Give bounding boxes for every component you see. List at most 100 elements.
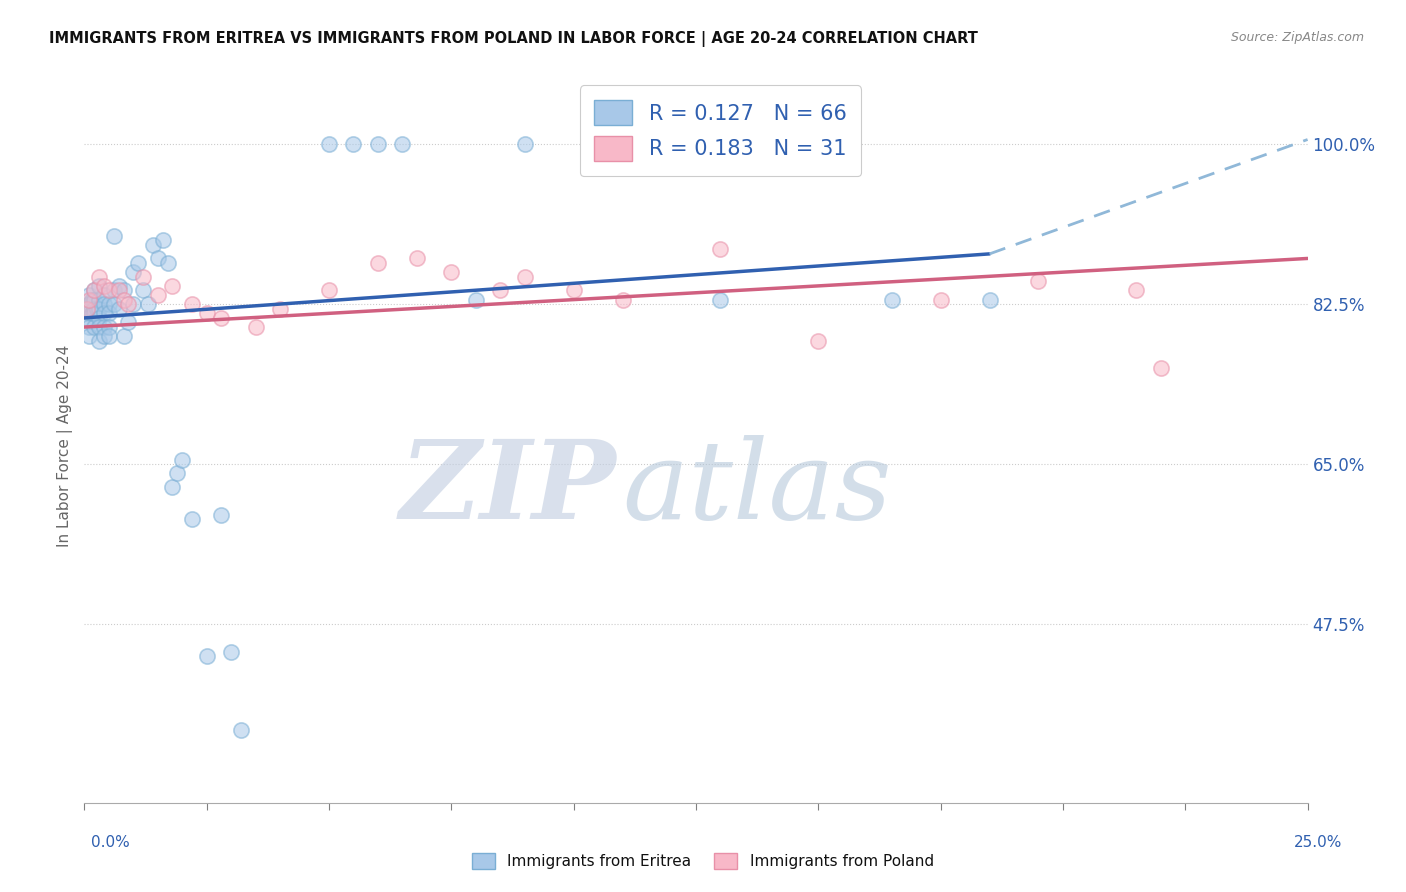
Point	[979, 293, 1001, 307]
Point	[103, 284, 125, 298]
Point	[132, 284, 155, 298]
Y-axis label: In Labor Force | Age 20-24: In Labor Force | Age 20-24	[58, 345, 73, 547]
Point	[83, 320, 105, 334]
Point	[107, 301, 129, 316]
Text: IMMIGRANTS FROM ERITREA VS IMMIGRANTS FROM POLAND IN LABOR FORCE | AGE 20-24 COR: IMMIGRANTS FROM ERITREA VS IMMIGRANTS FR…	[49, 31, 979, 47]
Point	[709, 293, 731, 307]
Point	[162, 279, 184, 293]
Point	[107, 279, 129, 293]
Point	[406, 252, 429, 266]
Point	[112, 284, 135, 298]
Legend: R = 0.127   N = 66, R = 0.183   N = 31: R = 0.127 N = 66, R = 0.183 N = 31	[579, 86, 860, 176]
Point	[195, 649, 218, 664]
Point	[146, 288, 169, 302]
Point	[612, 137, 634, 152]
Point	[136, 297, 159, 311]
Point	[209, 508, 232, 522]
Point	[112, 293, 135, 307]
Point	[77, 306, 100, 320]
Point	[93, 329, 115, 343]
Point	[489, 284, 512, 298]
Point	[93, 288, 115, 302]
Text: atlas: atlas	[623, 435, 893, 542]
Point	[132, 269, 155, 284]
Point	[156, 256, 179, 270]
Point	[76, 310, 98, 325]
Text: 25.0%: 25.0%	[1295, 836, 1343, 850]
Point	[97, 329, 120, 343]
Point	[162, 480, 184, 494]
Text: Source: ZipAtlas.com: Source: ZipAtlas.com	[1230, 31, 1364, 45]
Point	[87, 310, 110, 325]
Point	[87, 334, 110, 348]
Point	[76, 301, 98, 316]
Point	[117, 316, 139, 330]
Point	[219, 645, 242, 659]
Point	[103, 297, 125, 311]
Point	[83, 301, 105, 316]
Point	[97, 297, 120, 311]
Point	[172, 452, 194, 467]
Point	[87, 301, 110, 316]
Point	[880, 293, 903, 307]
Point	[318, 284, 340, 298]
Point	[103, 228, 125, 243]
Point	[367, 256, 389, 270]
Point	[87, 320, 110, 334]
Point	[513, 137, 536, 152]
Point	[209, 310, 232, 325]
Point	[181, 512, 204, 526]
Point	[83, 284, 105, 298]
Point	[152, 233, 174, 247]
Point	[107, 284, 129, 298]
Point	[146, 252, 169, 266]
Point	[562, 284, 585, 298]
Point	[77, 297, 100, 311]
Point	[87, 293, 110, 307]
Point	[87, 279, 110, 293]
Point	[77, 288, 100, 302]
Point	[77, 329, 100, 343]
Point	[93, 306, 115, 320]
Point	[269, 301, 291, 316]
Point	[245, 320, 267, 334]
Point	[112, 329, 135, 343]
Point	[807, 334, 830, 348]
Point	[93, 297, 115, 311]
Point	[76, 301, 98, 316]
Point	[86, 301, 108, 316]
Point	[142, 237, 165, 252]
Point	[464, 293, 486, 307]
Point	[83, 293, 105, 307]
Point	[97, 306, 120, 320]
Point	[166, 467, 188, 481]
Point	[229, 723, 252, 737]
Point	[97, 320, 120, 334]
Point	[77, 320, 100, 334]
Point	[1028, 274, 1050, 288]
Point	[367, 137, 389, 152]
Point	[181, 297, 204, 311]
Point	[117, 297, 139, 311]
Point	[391, 137, 413, 152]
Point	[195, 306, 218, 320]
Point	[1150, 361, 1173, 376]
Text: 0.0%: 0.0%	[91, 836, 131, 850]
Point	[342, 137, 364, 152]
Point	[97, 284, 120, 298]
Point	[80, 306, 103, 320]
Point	[929, 293, 952, 307]
Point	[83, 306, 105, 320]
Point	[612, 293, 634, 307]
Point	[93, 279, 115, 293]
Point	[1125, 284, 1147, 298]
Point	[709, 242, 731, 256]
Point	[93, 320, 115, 334]
Point	[122, 265, 145, 279]
Point	[87, 269, 110, 284]
Point	[318, 137, 340, 152]
Point	[127, 256, 149, 270]
Point	[807, 137, 830, 152]
Point	[83, 284, 105, 298]
Point	[122, 297, 145, 311]
